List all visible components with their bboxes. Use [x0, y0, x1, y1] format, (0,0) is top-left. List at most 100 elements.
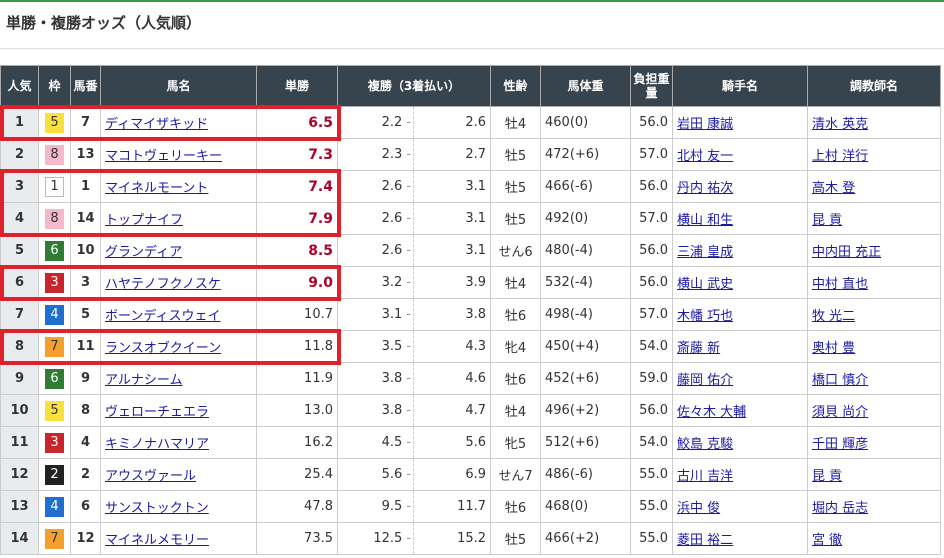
place-odds-max: 2.7	[413, 138, 492, 171]
trainer-link[interactable]: 奥村 豊	[812, 341, 856, 356]
jockey-link[interactable]: 横山 和生	[677, 213, 734, 228]
trainer-cell: 中村 直也	[807, 266, 942, 299]
trainer-link[interactable]: 清水 英克	[812, 117, 869, 132]
jockey-link[interactable]: 藤岡 佑介	[677, 373, 734, 388]
table-row: 14 7 12 マイネルメモリー 73.5 -12.5 15.2 牡5 466(…	[0, 522, 942, 555]
trainer-link[interactable]: 中内田 充正	[812, 245, 882, 260]
trainer-cell: 橋口 慎介	[807, 362, 942, 395]
place-odds-max: 4.7	[413, 394, 492, 427]
horse-weight: 466(+2)	[540, 522, 632, 555]
place-odds-min-cell: -3.8	[337, 362, 414, 395]
rank: 12	[0, 458, 39, 491]
trainer-link[interactable]: 中村 直也	[812, 277, 869, 292]
horse-name-link[interactable]: アウスヴァール	[105, 469, 197, 484]
jockey-link[interactable]: 佐々木 大輔	[677, 405, 747, 420]
horse-weight: 450(+4)	[540, 330, 632, 363]
jockey-link[interactable]: 岩田 康誠	[677, 117, 734, 132]
place-odds-min: 5.6	[381, 467, 403, 482]
place-odds-max: 2.6	[413, 106, 492, 139]
horse-weight: 492(0)	[540, 202, 632, 235]
horse-name-link[interactable]: サンストックトン	[105, 501, 209, 516]
jockey-link[interactable]: 古川 吉洋	[677, 469, 734, 484]
trainer-link[interactable]: 橋口 慎介	[812, 373, 869, 388]
place-odds-min-cell: -2.3	[337, 138, 414, 171]
jockey-link[interactable]: 北村 友一	[677, 149, 734, 164]
header-rank[interactable]: 人気	[0, 65, 39, 107]
waku-cell: 5	[38, 394, 71, 427]
place-odds-min-cell: -2.6	[337, 170, 414, 203]
place-odds-min: 12.5	[373, 531, 403, 546]
place-odds-max: 3.1	[413, 234, 492, 267]
horse-weight: 496(+2)	[540, 394, 632, 427]
table-row: 5 6 10 グランディア 8.5 -2.6 3.1 せん6 480(-4) 5…	[0, 234, 942, 267]
horse-weight: 466(-6)	[540, 170, 632, 203]
page-title: 単勝・複勝オッズ（人気順）	[6, 14, 202, 32]
horse-name-cell: ディマイザキッド	[100, 106, 257, 139]
header-num[interactable]: 馬番	[70, 65, 101, 107]
horse-name-link[interactable]: キミノナハマリア	[105, 437, 210, 452]
jockey-link[interactable]: 浜中 俊	[677, 501, 721, 516]
trainer-link[interactable]: 昆 貢	[812, 213, 843, 228]
horse-number: 10	[70, 234, 101, 267]
horse-number: 9	[70, 362, 101, 395]
horse-name-link[interactable]: アルナシーム	[105, 373, 183, 388]
jockey-link[interactable]: 斎藤 新	[677, 341, 721, 356]
header-name[interactable]: 馬名	[100, 65, 257, 107]
horse-weight: 460(0)	[540, 106, 632, 139]
trainer-link[interactable]: 千田 輝彦	[812, 437, 869, 452]
sex-age: 牡4	[490, 106, 542, 139]
trainer-cell: 堀内 岳志	[807, 490, 942, 523]
horse-name-link[interactable]: マコトヴェリーキー	[105, 149, 223, 164]
trainer-cell: 上村 洋行	[807, 138, 942, 171]
horse-name-link[interactable]: マイネルメモリー	[105, 533, 210, 548]
header-load: 負担重量	[630, 65, 674, 107]
load-weight: 54.0	[630, 426, 674, 459]
place-odds-min-cell: -9.5	[337, 490, 414, 523]
horse-name-link[interactable]: ボーンディスウェイ	[105, 309, 221, 324]
header-win[interactable]: 単勝	[256, 65, 338, 107]
horse-name-link[interactable]: ヴェローチェエラ	[105, 405, 210, 420]
win-odds: 10.7	[256, 298, 338, 331]
trainer-link[interactable]: 堀内 岳志	[812, 501, 869, 516]
jockey-link[interactable]: 菱田 裕二	[677, 533, 734, 548]
trainer-link[interactable]: 上村 洋行	[812, 149, 869, 164]
jockey-link[interactable]: 鮫島 克駿	[677, 437, 734, 452]
horse-name-cell: マイネルモーント	[100, 170, 257, 203]
place-odds-max: 3.9	[413, 266, 492, 299]
waku-cell: 7	[38, 522, 71, 555]
horse-number: 8	[70, 394, 101, 427]
jockey-cell: 三浦 皇成	[672, 234, 809, 267]
trainer-cell: 牧 光二	[807, 298, 942, 331]
jockey-link[interactable]: 木幡 巧也	[677, 309, 734, 324]
jockey-link[interactable]: 三浦 皇成	[677, 245, 734, 260]
waku-cell: 6	[38, 234, 71, 267]
waku-badge: 8	[45, 208, 64, 229]
waku-cell: 7	[38, 330, 71, 363]
trainer-link[interactable]: 高木 登	[812, 181, 856, 196]
trainer-cell: 昆 貢	[807, 458, 942, 491]
header-waku[interactable]: 枠	[38, 65, 71, 107]
horse-name-link[interactable]: ハヤテノフクノスケ	[105, 277, 221, 292]
trainer-link[interactable]: 須貝 尚介	[812, 405, 869, 420]
sex-age: 牝5	[490, 426, 542, 459]
header-place[interactable]: 複勝（3着払い）	[336, 65, 492, 107]
jockey-link[interactable]: 丹内 祐次	[677, 181, 734, 196]
sex-age: 牡4	[490, 266, 542, 299]
trainer-cell: 高木 登	[807, 170, 942, 203]
horse-name-link[interactable]: ランスオブクイーン	[105, 341, 222, 356]
load-weight: 57.0	[630, 298, 674, 331]
sex-age: せん6	[490, 234, 542, 267]
trainer-link[interactable]: 牧 光二	[812, 309, 856, 324]
rank: 13	[0, 490, 39, 523]
trainer-link[interactable]: 昆 貢	[812, 469, 843, 484]
horse-name-link[interactable]: ディマイザキッド	[105, 117, 209, 132]
horse-name-link[interactable]: グランディア	[105, 245, 183, 260]
horse-name-link[interactable]: マイネルモーント	[105, 181, 209, 196]
win-odds: 25.4	[256, 458, 338, 491]
waku-badge: 2	[45, 464, 64, 485]
horse-name-link[interactable]: トップナイフ	[105, 213, 184, 228]
trainer-link[interactable]: 宮 徹	[812, 533, 843, 548]
waku-badge: 5	[45, 112, 64, 133]
jockey-link[interactable]: 横山 武史	[677, 277, 734, 292]
waku-badge: 6	[45, 240, 64, 261]
